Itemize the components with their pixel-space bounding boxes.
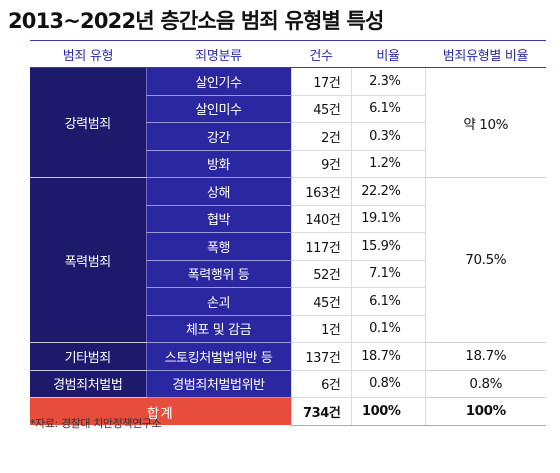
count-cell: 2건 [290, 122, 351, 151]
ratio-cell: 6.1% [350, 95, 425, 123]
ratio-cell: 15.9% [350, 232, 425, 261]
type-ratio-cell: 0.8% [424, 370, 546, 398]
total-ratio: 100% [350, 397, 425, 426]
total-row: 합계 734건 100% 100% [30, 397, 546, 426]
total-count: 734건 [290, 397, 351, 426]
offense-cell: 상해 [145, 177, 291, 206]
offense-cell: 살인기수 [145, 67, 291, 96]
ratio-cell: 0.3% [350, 122, 425, 151]
offense-cell: 폭행 [145, 232, 291, 261]
table-row: 기타범죄 스토킹처벌법위반 등 137건 18.7% 18.7% [30, 342, 546, 371]
table-row: 살인미수 45건 6.1% [30, 95, 546, 123]
ratio-cell: 6.1% [350, 287, 425, 316]
header-type-ratio: 범죄유형별 비율 [425, 40, 546, 68]
count-cell: 137건 [290, 342, 351, 371]
table-row: 방화 9건 1.2% [30, 150, 546, 178]
page-title: 2013~2022년 층간소음 범죄 유형별 특성 [8, 9, 384, 33]
count-cell: 140건 [290, 205, 351, 233]
table-row: 폭력범죄 상해 163건 22.2% 70.5% [30, 177, 546, 343]
table-row: 경범죄처벌법 경범죄처벌법위반 6건 0.8% 0.8% [30, 370, 546, 398]
table-row: 손괴 45건 6.1% [30, 287, 546, 316]
count-cell: 117건 [290, 232, 351, 261]
table-row: 강력범죄 살인기수 17건 2.3% 약 10% [30, 67, 546, 178]
table-row: 폭행 117건 15.9% [30, 232, 546, 261]
type-ratio-cell: 약 10% [424, 67, 546, 178]
offense-cell: 폭력행위 등 [145, 260, 291, 288]
source-note: *자료: 경찰대 치안정책연구소 [30, 417, 162, 430]
ratio-cell: 22.2% [350, 177, 425, 206]
header-offense: 죄명분류 [146, 40, 291, 68]
count-cell: 6건 [290, 370, 351, 398]
count-cell: 45건 [290, 287, 351, 316]
ratio-cell: 0.1% [350, 315, 425, 343]
table-row: 강간 2건 0.3% [30, 122, 546, 151]
offense-cell: 강간 [145, 122, 291, 151]
category-cell: 강력범죄 [30, 67, 146, 178]
total-type-ratio: 100% [424, 397, 546, 426]
count-cell: 45건 [290, 95, 351, 123]
header-row: 범죄 유형 죄명분류 건수 비율 범죄유형별 비율 [30, 40, 546, 68]
offense-cell: 체포 및 감금 [145, 315, 291, 343]
offense-cell: 손괴 [145, 287, 291, 316]
ratio-cell: 7.1% [350, 260, 425, 288]
category-cell: 기타범죄 [30, 342, 146, 371]
table-row: 체포 및 감금 1건 0.1% [30, 315, 546, 343]
offense-cell: 스토킹처벌법위반 등 [145, 342, 291, 371]
header-type: 범죄 유형 [30, 40, 146, 68]
count-cell: 1건 [290, 315, 351, 343]
count-cell: 52건 [290, 260, 351, 288]
table-row: 폭력행위 등 52건 7.1% [30, 260, 546, 288]
type-ratio-cell: 18.7% [424, 342, 546, 371]
offense-cell: 살인미수 [145, 95, 291, 123]
offense-cell: 협박 [145, 205, 291, 233]
count-cell: 9건 [290, 150, 351, 178]
offense-cell: 경범죄처벌법위반 [145, 370, 291, 398]
offense-cell: 방화 [145, 150, 291, 178]
ratio-cell: 19.1% [350, 205, 425, 233]
total-label: 합계 [30, 397, 291, 425]
ratio-cell: 0.8% [350, 370, 425, 398]
category-cell: 폭력범죄 [30, 177, 146, 343]
header-count: 건수 [291, 40, 351, 68]
crime-table: 범죄 유형 죄명분류 건수 비율 범죄유형별 비율 강력범죄 살인기수 17건 … [30, 40, 546, 426]
count-cell: 17건 [290, 67, 351, 96]
type-ratio-cell: 70.5% [424, 177, 546, 343]
ratio-cell: 1.2% [350, 150, 425, 178]
ratio-cell: 18.7% [350, 342, 425, 371]
count-cell: 163건 [290, 177, 351, 206]
header-ratio: 비율 [351, 40, 425, 68]
table-row: 협박 140건 19.1% [30, 205, 546, 233]
ratio-cell: 2.3% [350, 67, 425, 96]
category-cell: 경범죄처벌법 [30, 370, 146, 398]
